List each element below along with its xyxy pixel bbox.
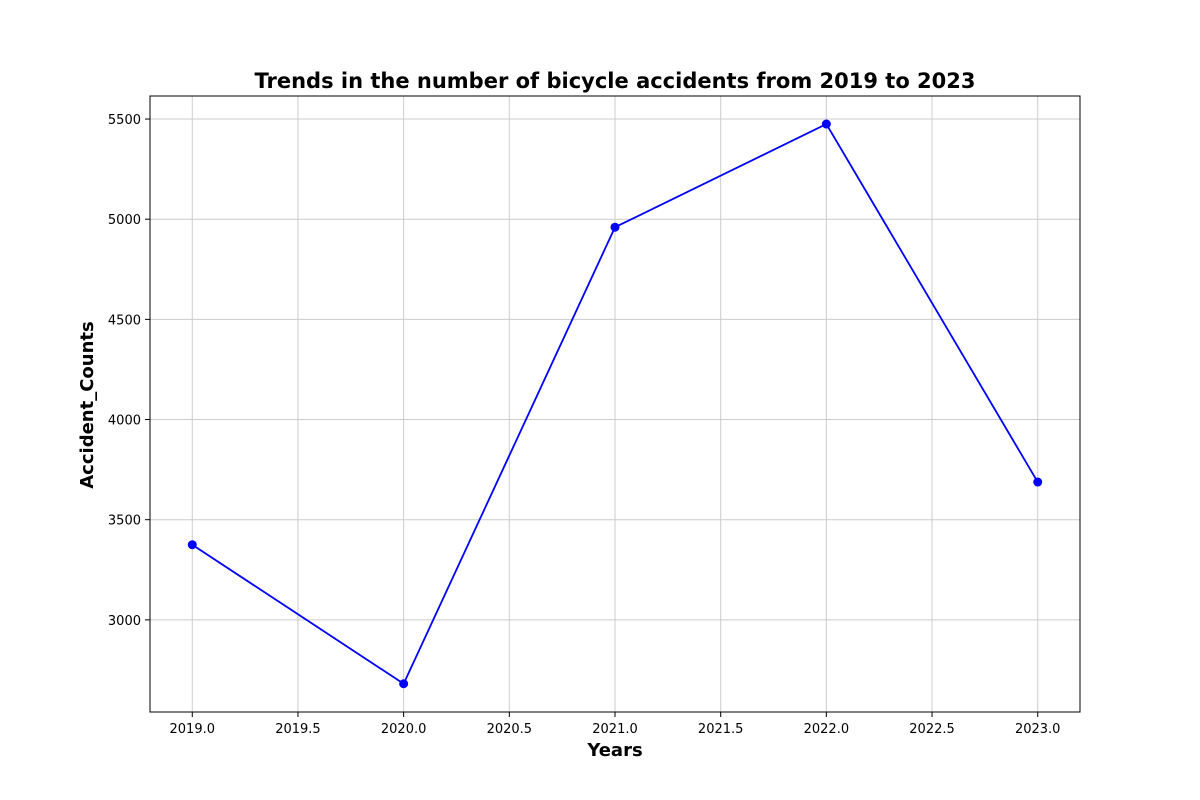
data-point bbox=[399, 679, 409, 689]
data-point bbox=[821, 119, 831, 129]
labels-layer: Trends in the number of bicycle accident… bbox=[77, 69, 976, 761]
series-layer bbox=[187, 119, 1043, 689]
grid-layer bbox=[150, 96, 1080, 712]
y-tick-label: 4500 bbox=[108, 313, 141, 328]
data-point bbox=[1033, 477, 1043, 487]
y-axis-title: Accident_Counts bbox=[77, 321, 98, 488]
x-tick-label: 2022.5 bbox=[909, 722, 955, 737]
x-tick-label: 2020.5 bbox=[487, 722, 533, 737]
x-tick-label: 2019.5 bbox=[275, 722, 321, 737]
data-point bbox=[610, 222, 620, 232]
x-tick-label: 2020.0 bbox=[381, 722, 427, 737]
x-axis-title: Years bbox=[586, 740, 642, 761]
y-tick-label: 4000 bbox=[108, 414, 141, 429]
y-tick-label: 3000 bbox=[108, 614, 141, 629]
y-tick-label: 5000 bbox=[108, 213, 141, 228]
data-point bbox=[187, 540, 197, 550]
chart-title: Trends in the number of bicycle accident… bbox=[254, 69, 975, 93]
y-tick-label: 5500 bbox=[108, 113, 141, 128]
x-tick-label: 2021.0 bbox=[592, 722, 638, 737]
x-tick-label: 2022.0 bbox=[804, 722, 850, 737]
x-tick-label: 2021.5 bbox=[698, 722, 744, 737]
x-tick-label: 2023.0 bbox=[1015, 722, 1061, 737]
y-tick-label: 3500 bbox=[108, 514, 141, 529]
plot-frame bbox=[149, 95, 1081, 713]
axes-layer: 2019.0 2019.5 2020.0 2020.5 2021.0 2021.5 2022… bbox=[108, 95, 1081, 737]
x-tick-label: 2019.0 bbox=[170, 722, 216, 737]
